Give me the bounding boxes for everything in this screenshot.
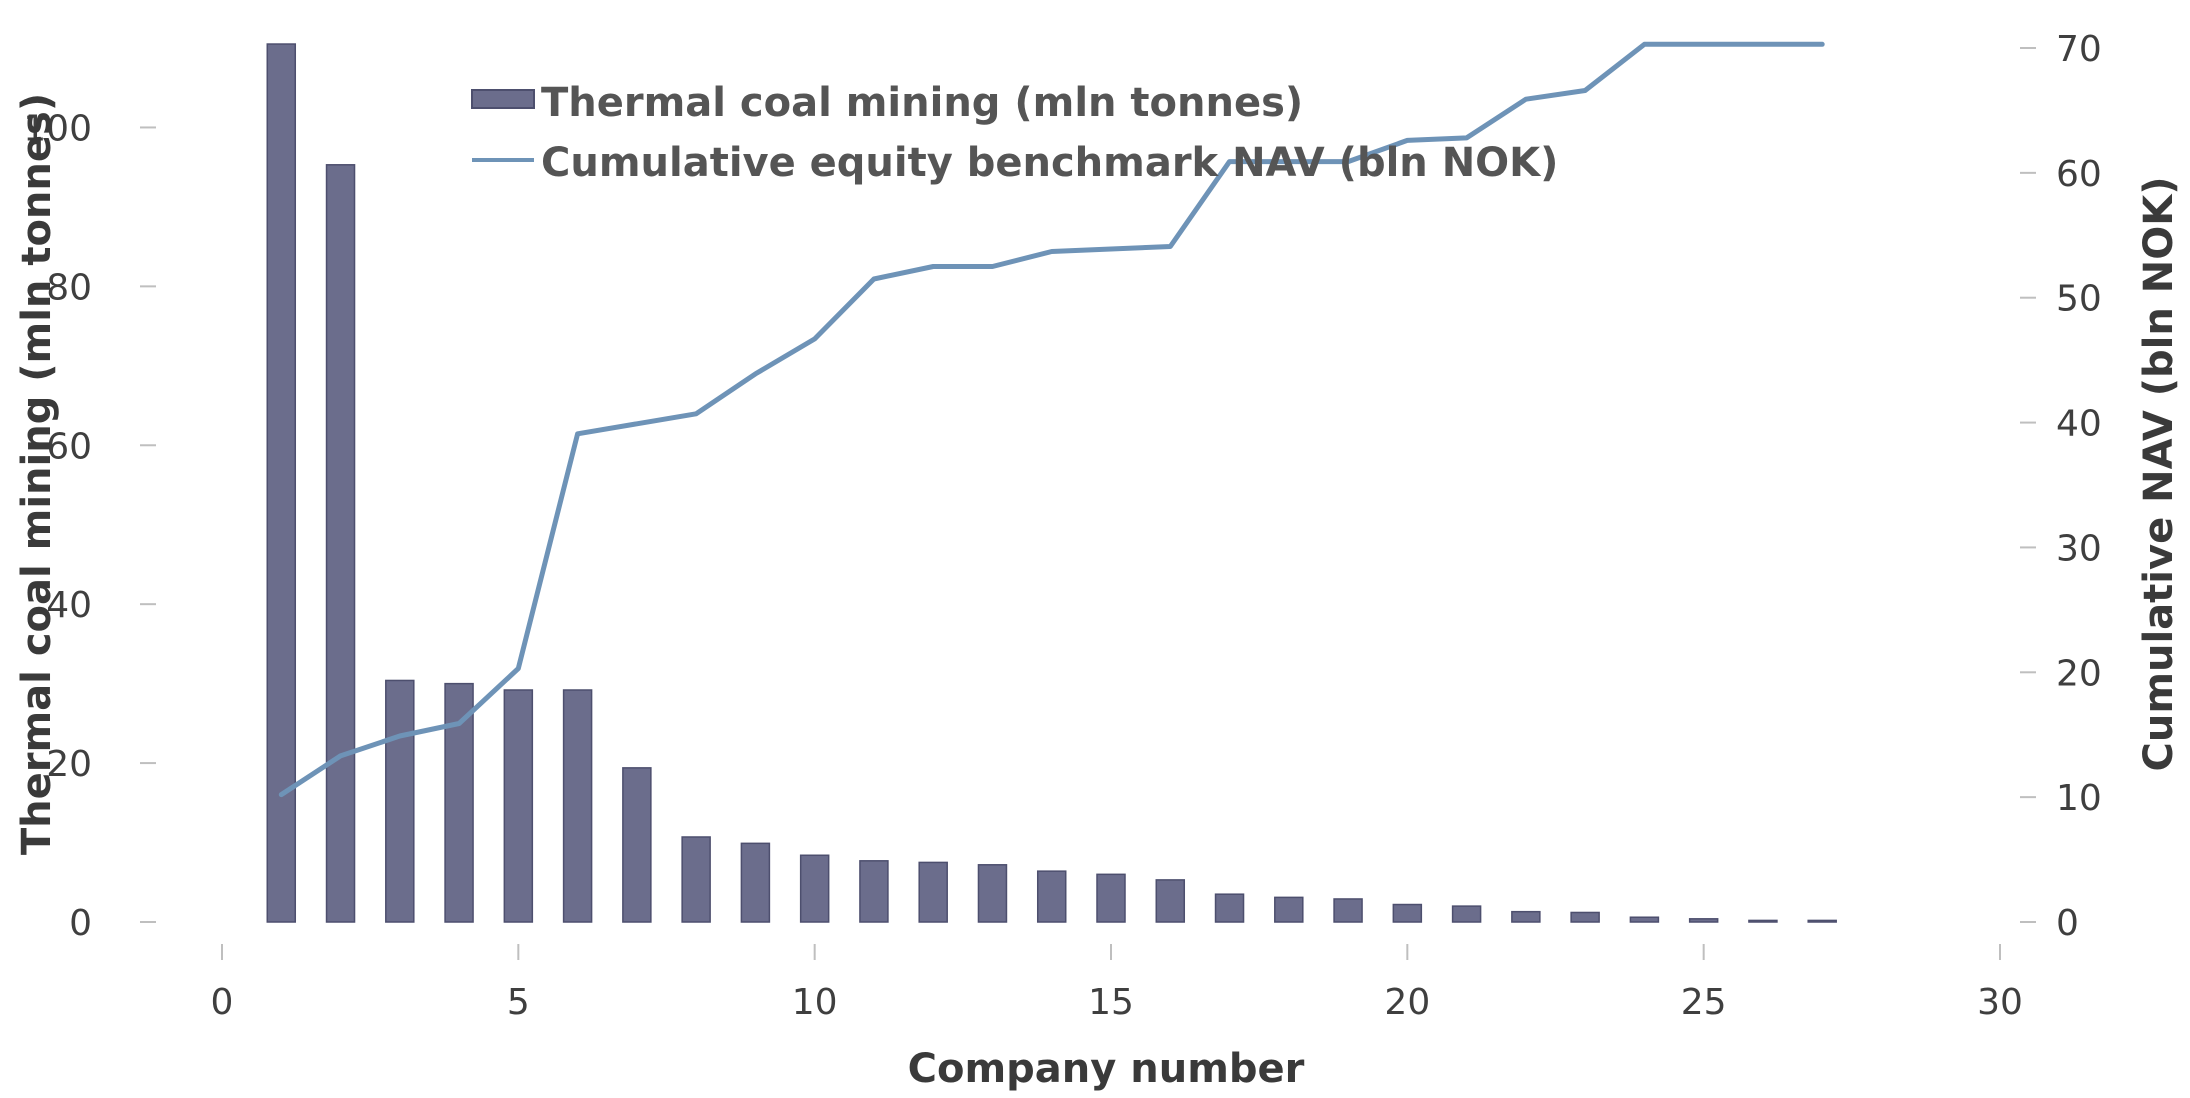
bar (1036, 870, 1067, 923)
bar (1392, 903, 1423, 923)
y-axis-title: Thermal coal mining (mln tonnes) (14, 93, 60, 855)
y-tick-label: 80 (46, 267, 92, 308)
bar (1629, 916, 1660, 923)
x-tick-label: 30 (1977, 982, 2023, 1023)
bar (1155, 879, 1186, 923)
bar (1688, 918, 1719, 923)
y-tick-label: 0 (69, 903, 92, 944)
bar (799, 854, 830, 923)
y-tick-label: 40 (46, 585, 92, 626)
bar (444, 682, 474, 923)
bar (1274, 896, 1304, 923)
y-tick-label: 100 (23, 108, 92, 149)
x-tick-label: 5 (507, 982, 530, 1023)
bar (1214, 893, 1245, 923)
x-tick-label: 10 (792, 982, 838, 1023)
y2-tick-label: 40 (2056, 404, 2102, 445)
line-series (278, 41, 1825, 798)
legend: Thermal coal mining (mln tonnes) Cumulat… (471, 80, 1558, 186)
y-tick-label: 60 (46, 426, 92, 467)
bar (1333, 898, 1363, 923)
bar (503, 689, 534, 923)
y2-axis-title: Cumulative NAV (bln NOK) (2136, 176, 2182, 771)
bar (977, 864, 1008, 923)
bar (740, 842, 771, 923)
bar (1807, 919, 1837, 923)
x-axis-title: Company number (908, 1046, 1305, 1092)
y-tick-label: 20 (46, 744, 92, 785)
bar (266, 43, 297, 923)
x-tick-label: 20 (1384, 982, 1430, 1023)
bar (1570, 911, 1600, 923)
y2-tick-label: 0 (2056, 903, 2079, 944)
y2-tick-label: 60 (2056, 154, 2102, 195)
y2-tick-label: 50 (2056, 279, 2102, 320)
bar (681, 836, 711, 923)
axes: 0 5 10 15 20 25 30 0 20 40 60 80 100 0 10 20 30 40 50 60 70 (23, 29, 2102, 1023)
bar (1511, 910, 1541, 923)
legend-label-line: Cumulative equity benchmark NAV (bln NOK… (541, 140, 1558, 186)
x-tick-label: 0 (211, 982, 234, 1023)
bar (859, 860, 889, 923)
bar (918, 861, 948, 923)
legend-label-bars: Thermal coal mining (mln tonnes) (541, 80, 1303, 126)
y2-tick-label: 20 (2056, 653, 2102, 694)
bar (1096, 873, 1126, 923)
x-tick-label: 15 (1088, 982, 1134, 1023)
bar (1451, 905, 1482, 923)
bar (1748, 919, 1778, 923)
bar (325, 164, 356, 923)
x-tick-label: 25 (1681, 982, 1727, 1023)
legend-swatch-bars (471, 89, 535, 109)
bar (562, 689, 593, 923)
y2-tick-label: 30 (2056, 528, 2102, 569)
bar (385, 679, 415, 923)
y2-tick-label: 10 (2056, 778, 2102, 819)
bar-series (266, 43, 1837, 923)
bar (622, 767, 652, 923)
y2-tick-label: 70 (2056, 29, 2102, 70)
